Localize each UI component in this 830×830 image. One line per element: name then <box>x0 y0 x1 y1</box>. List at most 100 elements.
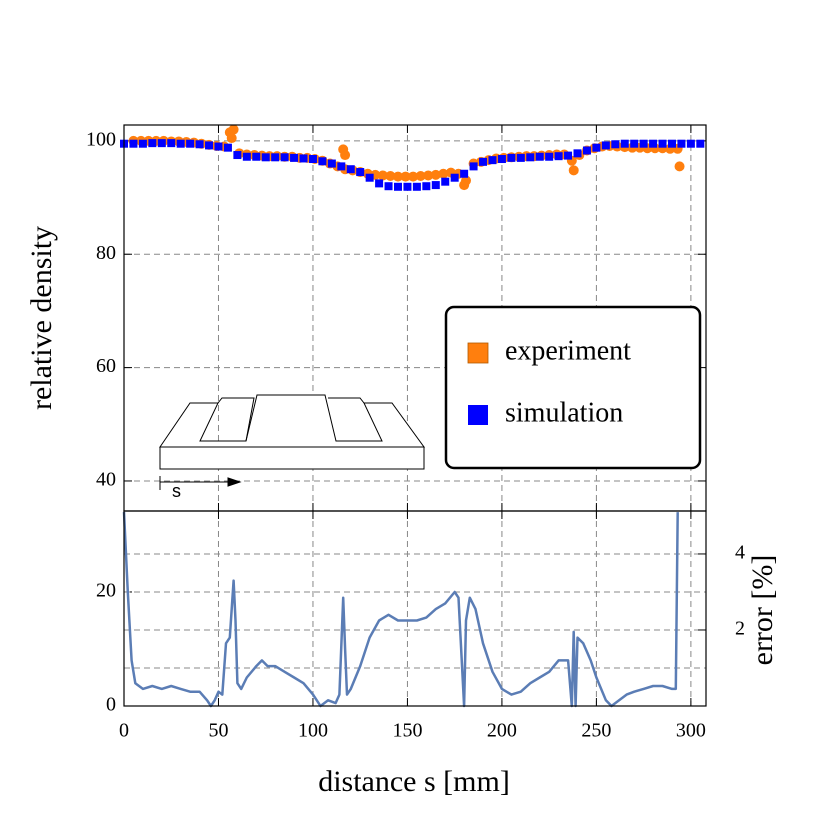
point <box>186 139 195 148</box>
point <box>674 161 685 172</box>
point <box>385 171 396 182</box>
point <box>214 142 223 151</box>
point <box>408 171 419 182</box>
point <box>377 170 388 181</box>
point <box>412 182 421 191</box>
x-tick-label: 0 <box>119 720 129 742</box>
point <box>205 141 214 150</box>
point <box>157 139 166 148</box>
point <box>290 153 299 162</box>
point <box>393 182 402 191</box>
y-tick-label: 60 <box>96 355 116 377</box>
point <box>356 168 365 177</box>
point <box>545 152 554 161</box>
point <box>327 159 336 168</box>
point <box>261 153 270 162</box>
point <box>677 139 686 148</box>
y-tick-label: 0 <box>106 694 116 716</box>
point <box>441 177 450 186</box>
point <box>384 182 393 191</box>
point <box>630 139 639 148</box>
panel <box>122 511 706 708</box>
point <box>479 157 488 166</box>
point <box>592 143 601 152</box>
y-tick-label: 80 <box>96 242 116 264</box>
inset-step <box>217 397 255 442</box>
point <box>582 146 591 155</box>
point <box>431 181 440 190</box>
x-tick-label: 50 <box>208 720 228 742</box>
inset-arrow-head <box>227 477 242 487</box>
point <box>308 155 317 164</box>
x-tick-label: 100 <box>298 720 328 742</box>
point <box>280 153 289 162</box>
point <box>195 140 204 149</box>
point <box>488 156 497 165</box>
y-axis-label: relative density <box>25 226 58 410</box>
point <box>233 151 242 160</box>
point <box>535 152 544 161</box>
y-tick-label: 40 <box>96 469 116 491</box>
y2-tick-label: 2 <box>735 618 745 640</box>
point <box>176 139 185 148</box>
point <box>554 152 563 161</box>
point <box>129 139 138 148</box>
plot-frame <box>123 510 707 707</box>
x-tick-label: 200 <box>487 720 517 742</box>
point <box>228 124 239 135</box>
point <box>403 182 412 191</box>
point <box>658 139 667 148</box>
point <box>516 153 525 162</box>
point <box>639 139 648 148</box>
point <box>649 139 658 148</box>
legend: experiment simulation <box>444 305 702 470</box>
point <box>564 151 573 160</box>
point <box>497 155 506 164</box>
point <box>667 139 676 148</box>
point <box>365 173 374 182</box>
error-line <box>122 512 679 708</box>
point <box>346 165 355 174</box>
point <box>299 154 308 163</box>
point <box>526 153 535 162</box>
x-tick-label: 250 <box>581 720 611 742</box>
point <box>459 180 470 191</box>
point <box>573 149 582 158</box>
point <box>601 141 610 150</box>
point <box>318 157 327 166</box>
legend-box <box>444 305 702 470</box>
point <box>438 168 449 179</box>
legend-label: experiment <box>505 335 631 366</box>
point <box>430 169 441 180</box>
point <box>423 170 434 181</box>
point <box>611 140 620 149</box>
y2-tick-label: 4 <box>735 542 745 564</box>
point <box>696 139 705 148</box>
point <box>507 153 516 162</box>
inset-profile <box>159 394 425 448</box>
point <box>460 169 469 178</box>
point <box>148 139 157 148</box>
legend-marker <box>468 405 488 425</box>
x-axis-label: distance s [mm] <box>318 765 510 798</box>
point <box>223 143 232 152</box>
x-tick-label: 300 <box>676 720 706 742</box>
inset-diagram <box>159 394 425 490</box>
y2-axis-label: error [%] <box>746 555 779 666</box>
panel <box>120 124 706 511</box>
point <box>415 171 426 182</box>
inset-label: s <box>172 481 181 501</box>
inset-step <box>328 397 365 404</box>
point <box>340 150 351 161</box>
point <box>422 182 431 191</box>
legend-label: simulation <box>505 397 623 428</box>
y-tick-label: 100 <box>86 128 116 150</box>
point <box>271 153 280 162</box>
inset-base <box>159 446 425 470</box>
point <box>337 162 346 171</box>
legend-marker <box>467 342 489 364</box>
point <box>568 165 579 176</box>
point <box>400 171 411 182</box>
x-tick-label: 150 <box>392 720 422 742</box>
